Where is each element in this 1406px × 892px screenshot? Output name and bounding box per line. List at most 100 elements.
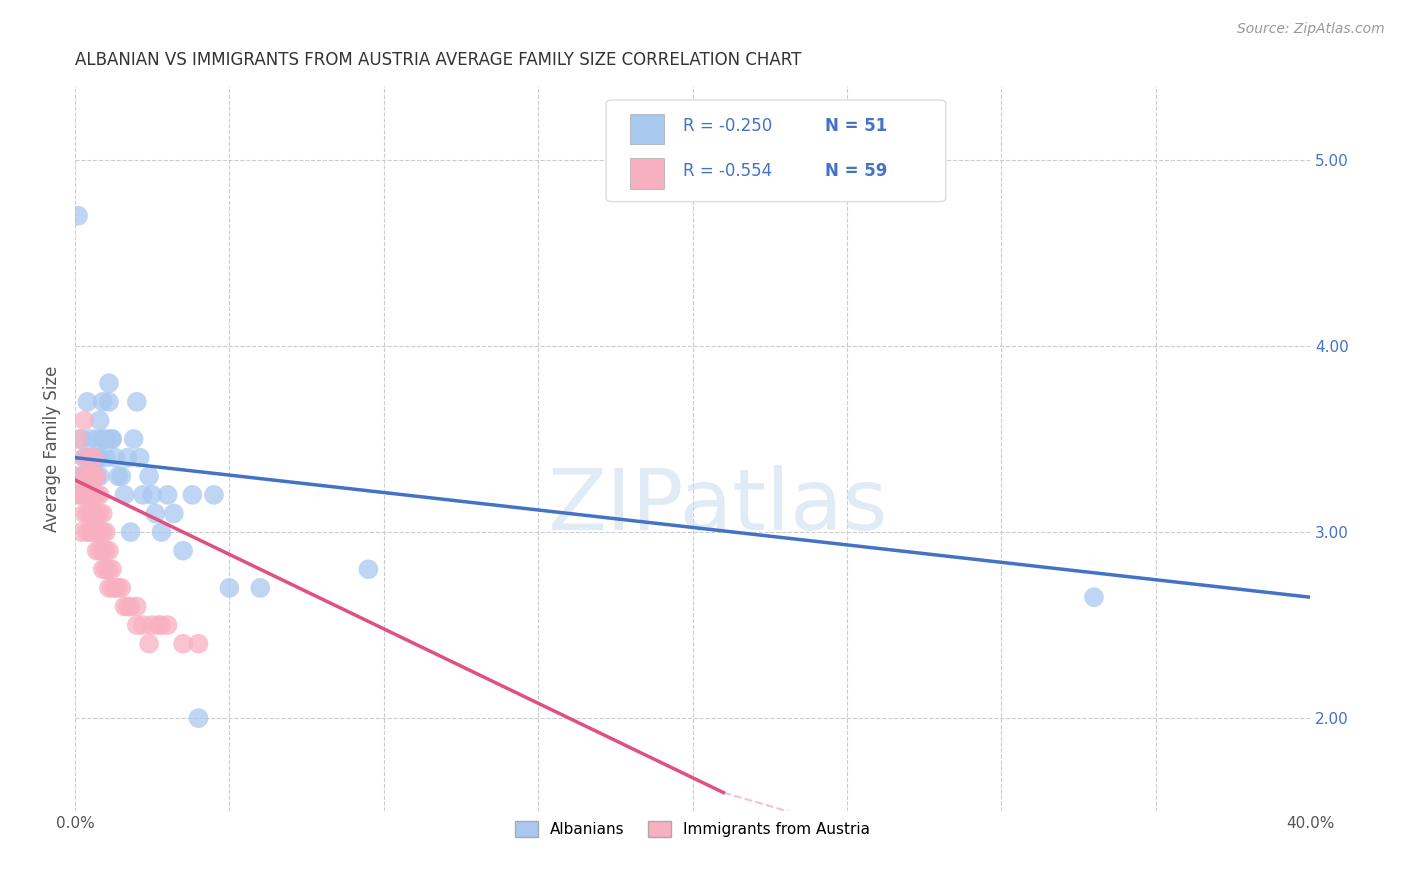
Point (91, 562, 114, 576)
Point (218, 581, 240, 595)
Point (83, 469, 105, 483)
Point (104, 581, 127, 595)
Point (94, 450, 117, 465)
Point (110, 581, 132, 595)
Point (79, 469, 101, 483)
Point (122, 432, 145, 446)
Point (67, 469, 90, 483)
Point (70, 488, 93, 502)
Point (83, 450, 105, 465)
Text: Source: ZipAtlas.com: Source: ZipAtlas.com (1237, 22, 1385, 37)
Point (101, 562, 124, 576)
Point (89, 413, 111, 427)
Point (79, 488, 101, 502)
Point (86, 525, 108, 540)
Point (70, 488, 93, 502)
Point (101, 581, 124, 595)
Text: ZIPatlas: ZIPatlas (547, 465, 887, 548)
Point (79, 525, 101, 540)
Point (70, 432, 93, 446)
Point (89, 469, 111, 483)
Point (172, 637, 194, 651)
Point (117, 599, 139, 614)
Point (79, 488, 101, 502)
Point (83, 469, 105, 483)
Point (89, 488, 111, 502)
Text: R = -0.554: R = -0.554 (683, 161, 772, 179)
Point (94, 562, 117, 576)
Y-axis label: Average Family Size: Average Family Size (44, 365, 60, 532)
Point (202, 488, 225, 502)
Point (107, 581, 129, 595)
Point (73, 413, 96, 427)
Point (1083, 591, 1105, 605)
Point (76, 394, 98, 409)
Point (101, 432, 124, 446)
Point (73, 450, 96, 465)
Point (112, 599, 135, 614)
Point (112, 488, 135, 502)
Point (67, 432, 90, 446)
Point (94, 543, 117, 558)
Point (98, 562, 121, 576)
Point (89, 543, 111, 558)
Point (138, 637, 160, 651)
Point (101, 432, 124, 446)
Point (98, 543, 121, 558)
Point (86, 469, 108, 483)
Point (73, 488, 96, 502)
Point (76, 525, 98, 540)
Point (141, 488, 163, 502)
Point (120, 599, 142, 614)
Point (79, 507, 101, 521)
Point (86, 488, 108, 502)
Point (76, 450, 98, 465)
Point (89, 507, 111, 521)
Point (98, 394, 121, 409)
Point (89, 450, 111, 465)
Point (91, 394, 114, 409)
Point (150, 618, 173, 632)
Point (148, 618, 170, 632)
Point (125, 394, 148, 409)
Point (150, 525, 173, 540)
Point (73, 507, 96, 521)
Point (91, 432, 114, 446)
Point (86, 543, 108, 558)
Point (249, 581, 271, 595)
Point (357, 562, 380, 576)
Point (141, 618, 163, 632)
Point (98, 581, 121, 595)
Point (86, 469, 108, 483)
Point (132, 618, 155, 632)
Point (107, 469, 129, 483)
Point (94, 432, 117, 446)
Point (156, 618, 179, 632)
Text: N = 59: N = 59 (825, 161, 887, 179)
FancyBboxPatch shape (630, 158, 664, 188)
Point (172, 543, 194, 558)
Point (79, 450, 101, 465)
Point (163, 507, 186, 521)
Text: N = 51: N = 51 (825, 117, 887, 136)
Point (138, 469, 160, 483)
Text: R = -0.250: R = -0.250 (683, 117, 772, 136)
Point (76, 469, 98, 483)
Point (73, 450, 96, 465)
Point (91, 525, 114, 540)
Point (187, 711, 209, 725)
Point (187, 637, 209, 651)
Point (98, 376, 121, 391)
Point (156, 488, 179, 502)
Point (83, 507, 105, 521)
Text: ALBANIAN VS IMMIGRANTS FROM AUSTRIA AVERAGE FAMILY SIZE CORRELATION CHART: ALBANIAN VS IMMIGRANTS FROM AUSTRIA AVER… (75, 51, 801, 69)
Point (120, 525, 142, 540)
Point (125, 618, 148, 632)
Point (70, 469, 93, 483)
Point (83, 525, 105, 540)
Point (181, 488, 204, 502)
Point (76, 507, 98, 521)
FancyBboxPatch shape (630, 114, 664, 145)
Point (83, 488, 105, 502)
Point (86, 450, 108, 465)
